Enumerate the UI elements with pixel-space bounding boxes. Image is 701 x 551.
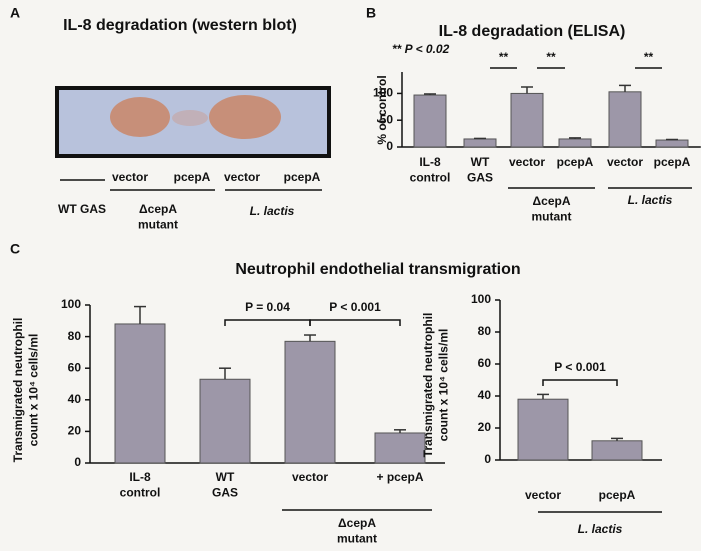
- bar: [114, 323, 166, 464]
- bar: [463, 138, 497, 148]
- significance-label: P < 0.001: [329, 300, 381, 314]
- lane-label: pcepA: [174, 170, 211, 184]
- significance-label: P < 0.001: [554, 360, 606, 374]
- bar: [413, 94, 447, 148]
- significance-bracket: [224, 319, 311, 326]
- bar: [284, 340, 336, 464]
- group-label: L. lactis: [628, 193, 673, 207]
- panel-label: A: [10, 5, 20, 21]
- bar: [199, 378, 251, 464]
- y-tick-label: 0: [484, 452, 491, 466]
- y-tick-label: 20: [68, 424, 82, 438]
- bar: [510, 92, 544, 148]
- bar: [655, 139, 689, 148]
- y-tick-label: 40: [478, 388, 492, 402]
- y-tick-label: 20: [478, 420, 492, 434]
- bar: [374, 432, 426, 464]
- x-tick-label: IL-8 control: [410, 155, 451, 185]
- group-label: ΔcepA mutant: [337, 516, 377, 546]
- blot-title: IL-8 degradation (western blot): [63, 17, 297, 34]
- y-axis-label: Transmigrated neutrophil count x 10⁴ cell…: [421, 313, 451, 458]
- bar: [558, 138, 592, 148]
- y-axis-label: Transmigrated neutrophil count x 10⁴ cell…: [11, 318, 41, 463]
- panel-label: B: [366, 5, 376, 21]
- blot-band: [110, 97, 170, 137]
- blot-band: [172, 110, 208, 126]
- y-tick-label: 100: [373, 86, 393, 100]
- group-label: WT GAS: [58, 202, 106, 216]
- y-tick-label: 60: [478, 356, 492, 370]
- x-tick-label: vector: [509, 155, 545, 169]
- group-label: L. lactis: [578, 522, 623, 536]
- group-label: ΔcepA mutant: [138, 202, 178, 232]
- annotation: ** P < 0.02: [392, 42, 450, 56]
- panel-label: C: [10, 241, 20, 257]
- group-label: ΔcepA mutant: [532, 194, 572, 224]
- significance-bracket: [542, 379, 618, 386]
- bar: [591, 440, 643, 461]
- y-tick-label: 0: [74, 455, 81, 469]
- y-tick-label: 80: [478, 324, 492, 338]
- y-tick-label: 50: [380, 112, 394, 126]
- x-tick-label: vector: [607, 155, 643, 169]
- blot-band: [209, 95, 281, 139]
- significance-label: **: [546, 50, 556, 64]
- x-tick-label: pcepA: [599, 488, 636, 502]
- y-tick-label: 100: [61, 297, 81, 311]
- x-tick-label: vector: [525, 488, 561, 502]
- significance-bracket: [309, 319, 401, 326]
- bar: [517, 398, 569, 461]
- section-title: Neutrophil endothelial transmigration: [235, 261, 520, 278]
- y-tick-label: 100: [471, 292, 491, 306]
- significance-label: **: [499, 50, 509, 64]
- y-tick-label: 0: [386, 139, 393, 153]
- bar: [608, 91, 642, 148]
- x-tick-label: WT GAS: [212, 470, 238, 500]
- x-tick-label: IL-8 control: [120, 470, 161, 500]
- x-tick-label: pcepA: [557, 155, 594, 169]
- y-axis-label: % of control: [375, 75, 389, 144]
- lane-label: vector: [112, 170, 148, 184]
- lane-label: pcepA: [284, 170, 321, 184]
- y-tick-label: 40: [68, 392, 82, 406]
- x-tick-label: + pcepA: [376, 470, 423, 484]
- y-tick-label: 60: [68, 360, 82, 374]
- lane-label: vector: [224, 170, 260, 184]
- significance-label: P = 0.04: [245, 300, 290, 314]
- y-tick-label: 80: [68, 329, 82, 343]
- chart-title: IL-8 degradation (ELISA): [439, 23, 626, 40]
- group-label: L. lactis: [250, 204, 295, 218]
- x-tick-label: WT GAS: [467, 155, 493, 185]
- significance-label: **: [644, 50, 654, 64]
- x-tick-label: vector: [292, 470, 328, 484]
- x-tick-label: pcepA: [654, 155, 691, 169]
